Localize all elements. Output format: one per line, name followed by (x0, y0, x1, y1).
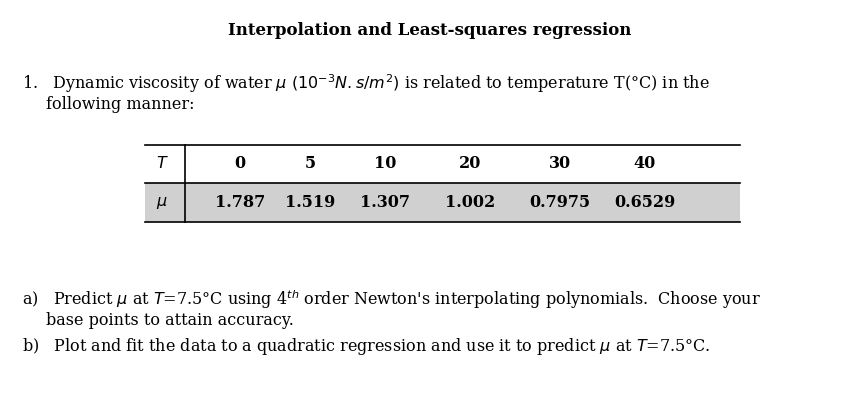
Text: 1.002: 1.002 (445, 194, 495, 211)
Text: 1.307: 1.307 (360, 194, 410, 211)
Text: $\mu$: $\mu$ (157, 194, 168, 211)
Text: 20: 20 (459, 156, 482, 173)
Bar (145, 183, 740, 222)
Text: 10: 10 (374, 156, 396, 173)
Text: a)   Predict $\mu$ at $T$=7.5°C using 4$^{th}$ order Newton's interpolating poly: a) Predict $\mu$ at $T$=7.5°C using 4$^{… (22, 288, 761, 311)
Text: 5: 5 (304, 156, 316, 173)
Text: 1.   Dynamic viscosity of water $\mu$ $(10^{-3}N.s/m^2)$ is related to temperatu: 1. Dynamic viscosity of water $\mu$ $(10… (22, 72, 710, 95)
Text: Interpolation and Least-squares regression: Interpolation and Least-squares regressi… (228, 22, 632, 39)
Text: 40: 40 (634, 156, 656, 173)
Text: 0.6529: 0.6529 (614, 194, 676, 211)
Text: b)   Plot and fit the data to a quadratic regression and use it to predict $\mu$: b) Plot and fit the data to a quadratic … (22, 336, 710, 357)
Text: 1.519: 1.519 (285, 194, 335, 211)
Text: following manner:: following manner: (46, 96, 194, 113)
Text: 0.7975: 0.7975 (530, 194, 591, 211)
Text: 1.787: 1.787 (215, 194, 265, 211)
Text: 30: 30 (549, 156, 571, 173)
Text: base points to attain accuracy.: base points to attain accuracy. (46, 312, 294, 329)
Text: 0: 0 (235, 156, 246, 173)
Text: $T$: $T$ (156, 156, 169, 173)
